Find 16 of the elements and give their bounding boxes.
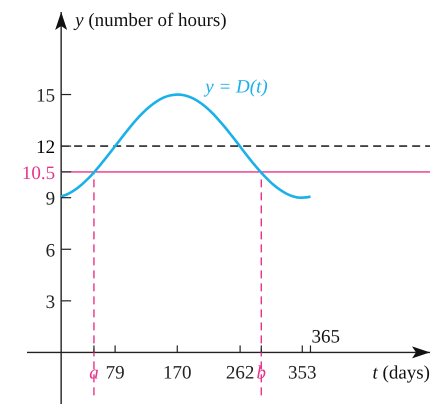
x-tick-label: 79 bbox=[106, 362, 125, 384]
x-tick-label: 262 bbox=[226, 362, 254, 384]
x-axis-title: t (days) bbox=[372, 362, 430, 384]
x-tick-label: a bbox=[89, 362, 99, 384]
x-tick-label: 353 bbox=[288, 362, 317, 384]
x-tick-label: b bbox=[256, 362, 266, 384]
annotation: 365 bbox=[311, 326, 340, 348]
y-tick-label: 3 bbox=[46, 292, 56, 313]
y-tick-label: 9 bbox=[46, 188, 56, 210]
y-tick-label: 12 bbox=[36, 137, 56, 158]
series-label: y = D(t) bbox=[203, 76, 268, 98]
x-tick-label: 170 bbox=[163, 362, 192, 384]
y-tick-label: 15 bbox=[36, 86, 56, 107]
y-tick-label: 10.5 bbox=[22, 162, 56, 184]
y-tick-label: 6 bbox=[46, 240, 56, 262]
y-axis-title: y (number of hours) bbox=[73, 10, 227, 31]
